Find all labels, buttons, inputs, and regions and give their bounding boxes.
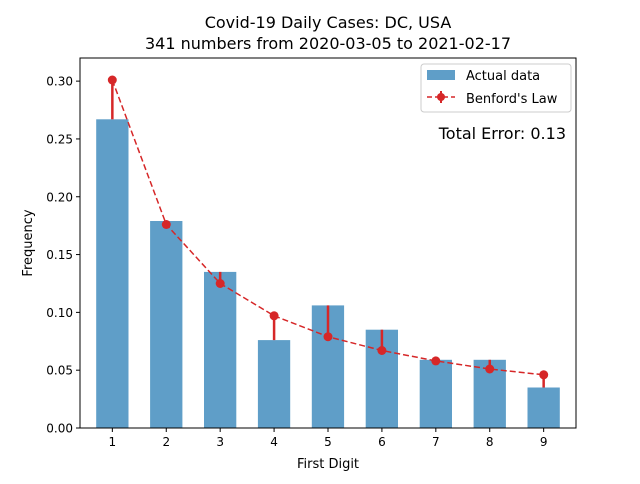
benford-point-digit-3: [215, 279, 225, 288]
x-tick-label-8: 8: [486, 435, 494, 449]
x-tick-label-6: 6: [378, 435, 386, 449]
benford-layer: [107, 75, 549, 388]
total-error-annotation: Total Error: 0.13: [438, 124, 566, 143]
legend-swatch-actual-data: [427, 70, 455, 80]
bars-layer: [96, 119, 560, 429]
x-tick-label-4: 4: [270, 435, 278, 449]
y-tick-label-0.30: 0.30: [46, 75, 73, 89]
x-tick-label-7: 7: [432, 435, 440, 449]
benford-point-digit-7: [431, 356, 441, 366]
y-tick-label-0.15: 0.15: [46, 248, 73, 262]
x-axis-label: First Digit: [297, 457, 359, 472]
y-tick-label-0.00: 0.00: [46, 422, 73, 436]
benford-point-digit-8: [485, 364, 495, 374]
x-tick-label-3: 3: [216, 435, 224, 449]
y-axis-label: Frequency: [21, 209, 36, 276]
bar-digit-9: [527, 387, 560, 428]
y-tick-label-0.20: 0.20: [46, 190, 73, 204]
benford-point-digit-6: [377, 346, 387, 355]
benford-point-digit-2: [161, 220, 171, 229]
chart-subtitle: 341 numbers from 2020-03-05 to 2021-02-1…: [145, 34, 511, 53]
chart-title: Covid-19 Daily Cases: DC, USA: [205, 13, 452, 32]
x-axis: 1 2 3 4 5 6 7 8 9: [109, 428, 548, 449]
benford-point-digit-9: [539, 370, 549, 380]
bar-digit-7: [419, 359, 452, 428]
y-tick-label-0.25: 0.25: [46, 132, 73, 146]
legend: Actual data Benford's Law: [420, 63, 572, 113]
x-tick-label-9: 9: [540, 435, 548, 449]
bar-digit-3: [204, 271, 237, 428]
x-tick-label-1: 1: [109, 435, 117, 449]
legend-swatch-benford-marker: [437, 93, 445, 101]
x-tick-label-2: 2: [162, 435, 170, 449]
x-tick-label-5: 5: [324, 435, 332, 449]
bar-digit-2: [150, 221, 183, 428]
legend-label-actual-data: Actual data: [466, 69, 540, 84]
y-tick-label-0.10: 0.10: [46, 306, 73, 320]
benford-point-digit-4: [269, 311, 279, 321]
bar-digit-1: [96, 119, 129, 429]
legend-label-benfords-law: Benford's Law: [466, 92, 558, 107]
y-axis: 0.00 0.05 0.10 0.15 0.20 0.25 0.30: [46, 75, 80, 436]
benford-point-digit-5: [323, 332, 333, 342]
bar-digit-4: [257, 340, 291, 428]
y-tick-label-0.05: 0.05: [46, 364, 73, 378]
benford-point-digit-1: [107, 75, 117, 85]
legend-box: [420, 63, 572, 113]
